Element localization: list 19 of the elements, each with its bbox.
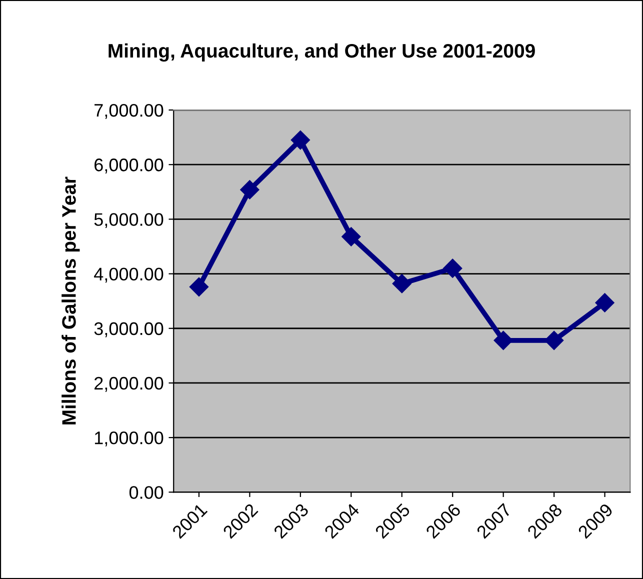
point <box>494 330 513 350</box>
point <box>189 277 209 296</box>
y-tick-label: 7,000.00 <box>94 104 164 119</box>
y-tick-label: 1,000.00 <box>94 431 164 446</box>
chart-title: Mining, Aquaculture, and Other Use 2001-2009 <box>108 43 535 62</box>
y-tick-label: 5,000.00 <box>94 213 164 228</box>
y-tick-label: 6,000.00 <box>94 158 164 174</box>
point <box>544 330 564 350</box>
y-tick-label: 2,000.00 <box>94 376 164 392</box>
point <box>342 227 361 246</box>
point <box>240 180 260 200</box>
point <box>443 258 462 278</box>
point <box>290 130 310 150</box>
y-axis-title: Millons of Gallons per Year <box>62 176 80 424</box>
y-tick-label: 0.00 <box>129 486 164 499</box>
point <box>595 293 614 312</box>
y-tick-label: 4,000.00 <box>94 268 164 283</box>
y-tick-label: 3,000.00 <box>94 322 164 338</box>
point <box>392 274 412 294</box>
